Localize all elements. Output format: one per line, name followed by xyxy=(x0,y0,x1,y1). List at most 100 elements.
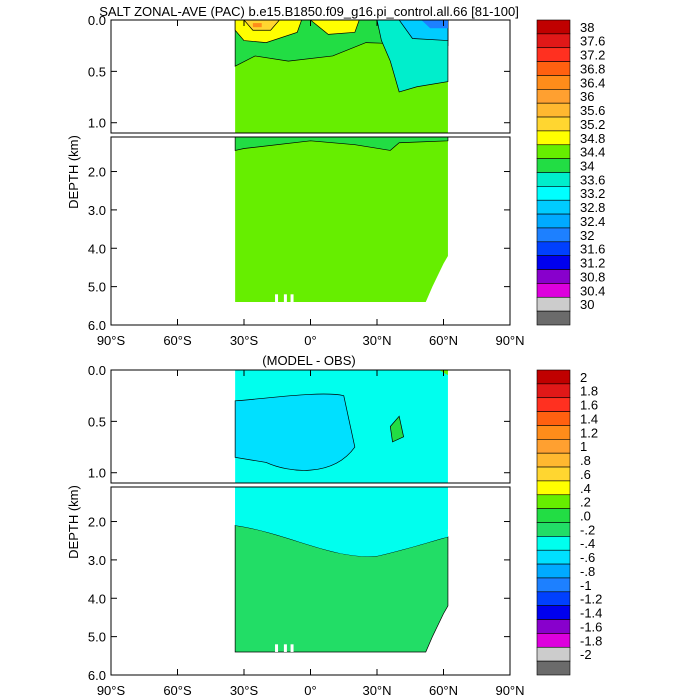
y-tick-label: 4.0 xyxy=(88,591,106,606)
colorbar-swatch xyxy=(536,130,571,146)
colorbar-label: -1.2 xyxy=(580,592,602,607)
colorbar-label: .8 xyxy=(580,453,591,468)
colorbar-swatch xyxy=(536,199,571,215)
colorbar-label: 1.6 xyxy=(580,398,598,413)
colorbar-swatch xyxy=(536,116,571,132)
colorbar-label: -1 xyxy=(580,578,592,593)
colorbar-swatch xyxy=(536,411,571,426)
salinity-abyss-fill xyxy=(235,137,448,302)
colorbar-label: 2 xyxy=(580,370,587,385)
colorbar-swatch xyxy=(536,186,571,201)
x-tick-label: 90°S xyxy=(97,683,126,698)
panel1-colorbar: 3837.637.236.836.43635.635.234.834.43433… xyxy=(536,19,605,326)
colorbar-label: .4 xyxy=(580,481,591,496)
diff-mid-fresh xyxy=(235,487,448,557)
colorbar-swatch xyxy=(536,522,571,537)
x-tick-label: 30°N xyxy=(362,333,391,348)
y-tick-label: 2.0 xyxy=(88,165,106,180)
colorbar-label: 36.4 xyxy=(580,75,605,90)
colorbar-label: .2 xyxy=(580,495,591,510)
colorbar-swatch xyxy=(536,425,571,440)
colorbar-swatch xyxy=(536,494,571,509)
panel2-x-axis: 90°S 60°S 30°S 0° 30°N 60°N 90°N xyxy=(97,370,525,698)
colorbar-label: -.6 xyxy=(580,550,595,565)
x-tick-label: 30°N xyxy=(362,683,391,698)
panel1-y-label: DEPTH (km) xyxy=(66,135,81,209)
y-tick-label: 3.0 xyxy=(88,203,106,218)
colorbar-swatch xyxy=(536,577,571,593)
y-tick-label: 0.5 xyxy=(88,414,106,429)
panel1-y-axis: 0.0 0.5 1.0 2.0 3.0 4.0 5.0 6.0 xyxy=(88,13,510,333)
y-tick-label: 2.0 xyxy=(88,515,106,530)
colorbar-swatch xyxy=(536,563,571,579)
panel2-y-axis: 0.0 0.5 1.0 2.0 3.0 4.0 5.0 6.0 xyxy=(88,363,510,683)
salinity-upper-deep xyxy=(234,136,449,151)
colorbar-label: -1.6 xyxy=(580,619,602,634)
colorbar-swatch xyxy=(536,646,571,662)
colorbar-label: 1.8 xyxy=(580,384,598,399)
y-tick-label: 6.0 xyxy=(88,318,106,333)
colorbar-swatch xyxy=(536,61,571,76)
topography-gap xyxy=(290,294,294,302)
colorbar-swatch xyxy=(536,466,571,482)
colorbar-label: .6 xyxy=(580,467,591,482)
colorbar-label: 33.6 xyxy=(580,172,605,187)
colorbar-label: 30 xyxy=(580,297,594,312)
colorbar-swatch xyxy=(536,397,571,412)
y-tick-label: 4.0 xyxy=(88,241,106,256)
y-tick-label: 1.0 xyxy=(88,466,106,481)
x-tick-label: 90°N xyxy=(495,333,524,348)
colorbar-swatch xyxy=(536,19,571,35)
x-tick-label: 60°S xyxy=(163,683,192,698)
colorbar-swatch xyxy=(536,310,571,326)
colorbar-swatch xyxy=(536,439,571,454)
colorbar-swatch xyxy=(536,269,571,284)
x-tick-label: 60°N xyxy=(429,683,458,698)
colorbar-label: 31.6 xyxy=(580,242,605,257)
colorbar-label: 32 xyxy=(580,228,594,243)
colorbar-label: 30.4 xyxy=(580,283,605,298)
colorbar-label: 34.4 xyxy=(580,145,605,160)
colorbar-label: 35.6 xyxy=(580,103,605,118)
colorbar-swatch xyxy=(536,144,571,159)
colorbar-label: -1.4 xyxy=(580,606,602,621)
x-tick-label: 30°S xyxy=(230,333,259,348)
colorbar-label: 34 xyxy=(580,159,594,174)
y-tick-label: 0.0 xyxy=(88,13,106,28)
x-tick-label: 90°N xyxy=(495,683,524,698)
topography-gap xyxy=(275,644,279,652)
panel2-title: (MODEL - OBS) xyxy=(262,353,355,368)
x-tick-label: 0° xyxy=(304,683,316,698)
colorbar-label: 31.2 xyxy=(580,256,605,271)
colorbar-label: 38 xyxy=(580,20,594,35)
y-tick-label: 5.0 xyxy=(88,630,106,645)
y-tick-label: 5.0 xyxy=(88,280,106,295)
y-tick-label: 0.0 xyxy=(88,363,106,378)
salinity-contour-field xyxy=(234,19,449,302)
colorbar-label: 32.4 xyxy=(580,214,605,229)
x-tick-label: 0° xyxy=(304,333,316,348)
colorbar-label: 30.8 xyxy=(580,269,605,284)
colorbar-label: 36.8 xyxy=(580,61,605,76)
panel1-x-axis: 90°S 60°S 30°S 0° 30°N 60°N 90°N xyxy=(97,20,525,348)
colorbar-label: 35.2 xyxy=(580,117,605,132)
colorbar-label: 1.2 xyxy=(580,425,598,440)
topography-gap xyxy=(275,294,279,302)
colorbar-swatch xyxy=(536,508,571,523)
colorbar-label: -.2 xyxy=(580,522,595,537)
colorbar-swatch xyxy=(536,75,571,90)
colorbar-label: 36 xyxy=(580,89,594,104)
colorbar-swatch xyxy=(536,536,571,551)
colorbar-swatch xyxy=(536,660,571,676)
x-tick-label: 90°S xyxy=(97,333,126,348)
colorbar-label: -.8 xyxy=(580,564,595,579)
x-tick-label: 30°S xyxy=(230,683,259,698)
salinity-north-fresh-peak xyxy=(421,20,448,29)
colorbar-swatch xyxy=(536,158,571,173)
colorbar-label: 32.8 xyxy=(580,200,605,215)
topography-gap xyxy=(283,644,287,652)
colorbar-swatch xyxy=(536,283,571,298)
diff-fresh-pocket xyxy=(234,393,356,471)
colorbar-swatch xyxy=(536,549,571,565)
